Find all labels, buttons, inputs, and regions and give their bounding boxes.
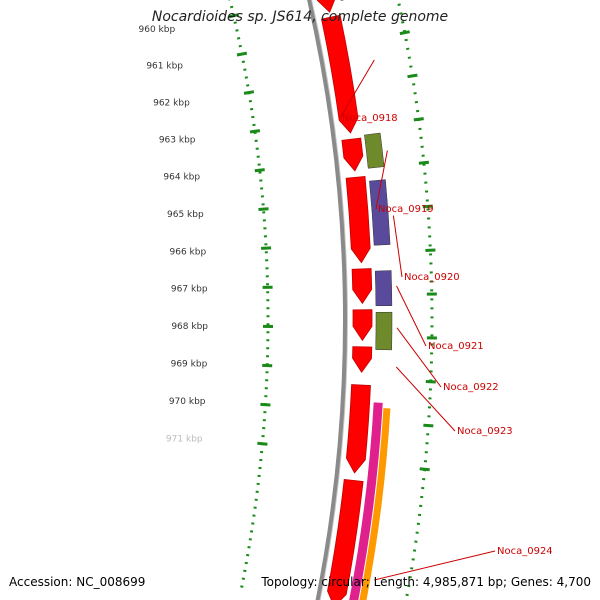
genome-backbone (307, 0, 348, 600)
gene-arrow (351, 268, 373, 305)
gene-label: Noca_0919 (378, 204, 434, 215)
domain-feature-block (375, 311, 393, 351)
scale-tick-label: 970 kbp (169, 397, 206, 407)
outer-ring-tick (425, 248, 436, 252)
gene-label: Noca_0918 (342, 113, 398, 124)
gene-arrow (341, 137, 364, 172)
outer-ring-tick (413, 117, 424, 122)
outer-ring-tick (423, 423, 434, 428)
gene-label-leader (396, 327, 442, 388)
outer-ring-tick (399, 30, 410, 36)
scale-tick-label: 965 kbp (167, 210, 204, 220)
gene-label: Noca_0922 (443, 382, 499, 393)
gene-arrow (316, 0, 335, 13)
gene-arrow (345, 175, 371, 264)
scale-tick (258, 207, 269, 211)
scale-tick (261, 246, 272, 250)
scale-tick-label: 971 kbp (166, 434, 203, 444)
protein-feature-block (369, 179, 391, 246)
gene-label-leader (374, 550, 496, 581)
scale-tick (254, 168, 265, 173)
scale-tick (228, 13, 239, 19)
scale-tick (257, 441, 268, 446)
outer-ring-tick (422, 204, 433, 209)
gene-label: Noca_0920 (404, 272, 460, 283)
scale-tick (249, 129, 261, 134)
scale-tick (243, 90, 255, 95)
protein-feature-block (340, 0, 345, 1)
gene-label-leader (395, 366, 456, 432)
accession-text: Accession: NC_008699 (9, 575, 146, 589)
genome-title: Nocardioides sp. JS614, complete genome (151, 9, 449, 25)
scale-tick-label: 968 kbp (171, 322, 208, 332)
repeat-feature-block (359, 408, 391, 600)
scale-tick (260, 402, 271, 407)
gene-label-leader (396, 285, 427, 347)
gene-arrow (352, 309, 373, 342)
gene-label-leader (375, 150, 388, 210)
genome-summary-text: Topology: circular; Length: 4,985,871 bp… (261, 575, 591, 589)
scale-tick (236, 51, 248, 57)
scale-tick-label: 964 kbp (163, 173, 200, 183)
scale-tick-label: 966 kbp (170, 247, 207, 257)
outer-ring-tick (425, 380, 436, 384)
gene-label-leader (339, 59, 375, 119)
scale-tick-label: 960 kbp (139, 25, 176, 35)
outer-ring-tick (419, 467, 430, 472)
rna-feature-block (349, 402, 383, 600)
outer-ring-tick (418, 160, 430, 165)
gene-arrow (327, 478, 364, 600)
feature-track-background (313, 0, 425, 600)
scale-ring-inner (228, 0, 270, 589)
scale-tick-label: 969 kbp (171, 360, 208, 370)
gene-label: Noca_0924 (497, 546, 553, 557)
scale-tick-label: 963 kbp (159, 136, 196, 146)
scale-tick-label: 961 kbp (146, 62, 183, 72)
protein-feature-block (374, 270, 393, 307)
gene-label: Noca_0923 (457, 426, 513, 437)
gene-label: Noca_0921 (428, 341, 484, 352)
gene-label-leader (392, 215, 403, 278)
scale-tick-label: 962 kbp (153, 99, 190, 109)
gene-arrow (352, 346, 373, 374)
outer-ring-tick (407, 73, 418, 79)
gene-arrow (345, 384, 371, 474)
domain-feature-block (364, 132, 385, 169)
scale-tick-label: 967 kbp (171, 285, 208, 295)
